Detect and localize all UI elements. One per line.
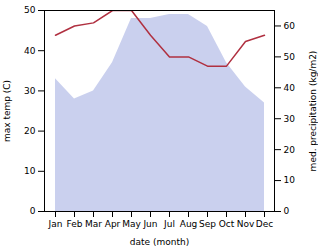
svg-text:Aug: Aug: [180, 219, 198, 229]
svg-text:60: 60: [284, 21, 296, 31]
svg-text:Apr: Apr: [105, 219, 121, 229]
svg-text:50: 50: [284, 52, 296, 62]
svg-text:30: 30: [284, 114, 296, 124]
svg-text:10: 10: [24, 166, 36, 176]
svg-text:Nov: Nov: [237, 219, 255, 229]
svg-text:med. precipitation (kg/m2): med. precipitation (kg/m2): [308, 51, 318, 172]
svg-text:40: 40: [284, 83, 296, 93]
svg-text:20: 20: [284, 145, 296, 155]
svg-text:Feb: Feb: [67, 219, 83, 229]
svg-text:20: 20: [24, 126, 36, 136]
svg-text:Jan: Jan: [48, 219, 63, 229]
svg-text:40: 40: [24, 46, 36, 56]
svg-text:Jul: Jul: [163, 219, 175, 229]
svg-text:Jun: Jun: [142, 219, 157, 229]
svg-text:date (month): date (month): [130, 237, 189, 247]
svg-text:0: 0: [30, 206, 36, 216]
svg-text:Oct: Oct: [219, 219, 235, 229]
svg-text:Sep: Sep: [199, 219, 216, 229]
svg-text:10: 10: [284, 175, 296, 185]
svg-text:50: 50: [24, 5, 36, 15]
svg-text:May: May: [122, 219, 141, 229]
svg-text:Mar: Mar: [85, 219, 102, 229]
svg-text:Dec: Dec: [256, 219, 273, 229]
svg-text:max temp (C): max temp (C): [2, 80, 12, 142]
svg-text:30: 30: [24, 86, 36, 96]
svg-text:0: 0: [284, 206, 290, 216]
